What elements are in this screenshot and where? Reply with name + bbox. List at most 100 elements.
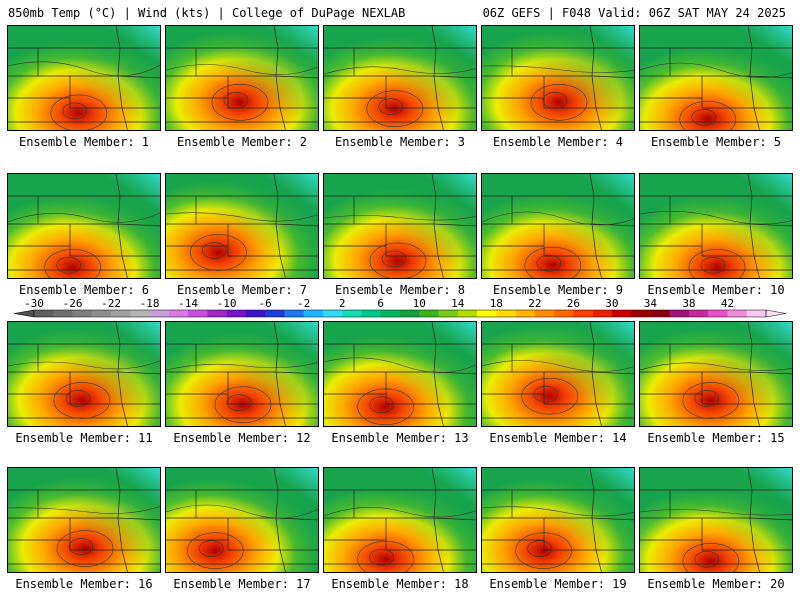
ensemble-member-label: Ensemble Member: 20 [647,577,785,591]
colorbar-swatch [573,310,593,317]
ensemble-map-panel [7,321,161,427]
ensemble-member-label: Ensemble Member: 6 [18,283,150,297]
colorbar-swatch [708,310,728,317]
colorbar-swatch [53,310,73,317]
colorbar-swatch [188,310,208,317]
colorbar-swatch [611,310,632,317]
ensemble-map-panel [165,25,319,131]
colorbar-swatch [34,310,54,317]
temperature-colorbar: -30 -26 -22 -18 -14 -10 -6 -2 2 6 10 14 18 22 26 30 34 38… [14,297,786,318]
ensemble-member-label: Ensemble Member: 10 [647,283,785,297]
colorbar-swatch [245,310,266,317]
ensemble-member-label: Ensemble Member: 2 [176,135,308,149]
colorbar-swatch [380,310,401,317]
ensemble-map-panel [323,25,477,131]
ensemble-map-panel [165,467,319,573]
ensemble-map-panel [639,25,793,131]
colorbar-swatch [400,310,420,317]
colorbar-swatch [168,310,189,317]
ensemble-map-panel [323,173,477,279]
colorbar-swatch [515,310,536,317]
ensemble-member-label: Ensemble Member: 4 [492,135,624,149]
model-run-valid-time: 06Z GEFS | F048 Valid: 06Z SAT MAY 24 20… [482,6,786,20]
ensemble-map-panel [481,321,635,427]
colorbar-swatch [303,310,324,317]
colorbar-swatch [72,310,93,317]
ensemble-member-label: Ensemble Member: 3 [334,135,466,149]
ensemble-member-label: Ensemble Member: 13 [331,431,469,445]
colorbar-tick-label: 2 [339,297,346,310]
ensemble-member-label: Ensemble Member: 12 [173,431,311,445]
colorbar-swatch [592,310,613,317]
colorbar-left-arrow [14,309,35,318]
product-title: 850mb Temp (°C) | Wind (kts) | College o… [8,6,406,20]
colorbar-tick-label: -10 [217,297,237,310]
colorbar-swatch [631,310,651,317]
colorbar-tick-label: 18 [490,297,503,310]
colorbar-swatch [496,310,516,317]
colorbar-tick-label: 38 [682,297,695,310]
ensemble-map-panel [7,467,161,573]
colorbar-swatch [265,310,285,317]
colorbar-swatch [284,310,304,317]
colorbar-swatch [419,310,439,317]
ensemble-map-panel [639,173,793,279]
ensemble-map-panel [7,25,161,131]
ensemble-map-panel [639,321,793,427]
ensemble-member-label: Ensemble Member: 15 [647,431,785,445]
colorbar-tick-label: 42 [721,297,734,310]
ensemble-member-label: Ensemble Member: 16 [15,577,153,591]
colorbar-swatch [650,310,670,317]
ensemble-member-label: Ensemble Member: 11 [15,431,153,445]
ensemble-map-panel [639,467,793,573]
ensemble-member-label: Ensemble Member: 19 [489,577,627,591]
colorbar-tick-label: -2 [297,297,310,310]
ensemble-map-panel [323,321,477,427]
colorbar-tick-label: -30 [24,297,44,310]
ensemble-map-panel [165,321,319,427]
ensemble-map-panel [7,173,161,279]
ensemble-map-panel [165,173,319,279]
colorbar-swatch [438,310,459,317]
ensemble-member-label: Ensemble Member: 17 [173,577,311,591]
colorbar-right-arrow [765,309,786,318]
ensemble-member-label: Ensemble Member: 5 [650,135,782,149]
colorbar-swatch [342,310,362,317]
colorbar-swatch [361,310,382,317]
ensemble-map-panel [481,467,635,573]
colorbar-tick-label: -14 [178,297,198,310]
colorbar-tick-label: -22 [101,297,121,310]
ensemble-member-label: Ensemble Member: 18 [331,577,469,591]
colorbar-swatch [226,310,247,317]
ensemble-member-label: Ensemble Member: 8 [334,283,466,297]
colorbar-swatch [534,310,555,317]
ensemble-member-label: Ensemble Member: 1 [18,135,150,149]
colorbar-tick-label: -6 [259,297,272,310]
colorbar-swatch [111,310,131,317]
colorbar-swatch [457,310,478,317]
colorbar-tick-label: 26 [567,297,580,310]
colorbar-swatch [91,310,112,317]
colorbar-swatch [727,310,748,317]
ensemble-map-panel [481,25,635,131]
ensemble-map-panel [481,173,635,279]
colorbar-swatch [746,310,767,317]
colorbar-swatch [322,310,343,317]
colorbar-tick-label: -18 [140,297,160,310]
ensemble-member-label: Ensemble Member: 7 [176,283,308,297]
colorbar-swatch [688,310,709,317]
colorbar-swatch [477,310,497,317]
colorbar-swatch [554,310,574,317]
colorbar-tick-label: 14 [451,297,465,310]
colorbar-swatch [669,310,690,317]
colorbar-swatch [149,310,170,317]
colorbar-swatch [207,310,227,317]
colorbar-tick-label: 30 [605,297,618,310]
colorbar-tick-label: 10 [413,297,426,310]
ensemble-map-panel [323,467,477,573]
colorbar-swatch [130,310,150,317]
colorbar-tick-label: 6 [377,297,384,310]
ensemble-member-label: Ensemble Member: 14 [489,431,627,445]
colorbar-tick-label: 34 [644,297,658,310]
ensemble-member-label: Ensemble Member: 9 [492,283,624,297]
